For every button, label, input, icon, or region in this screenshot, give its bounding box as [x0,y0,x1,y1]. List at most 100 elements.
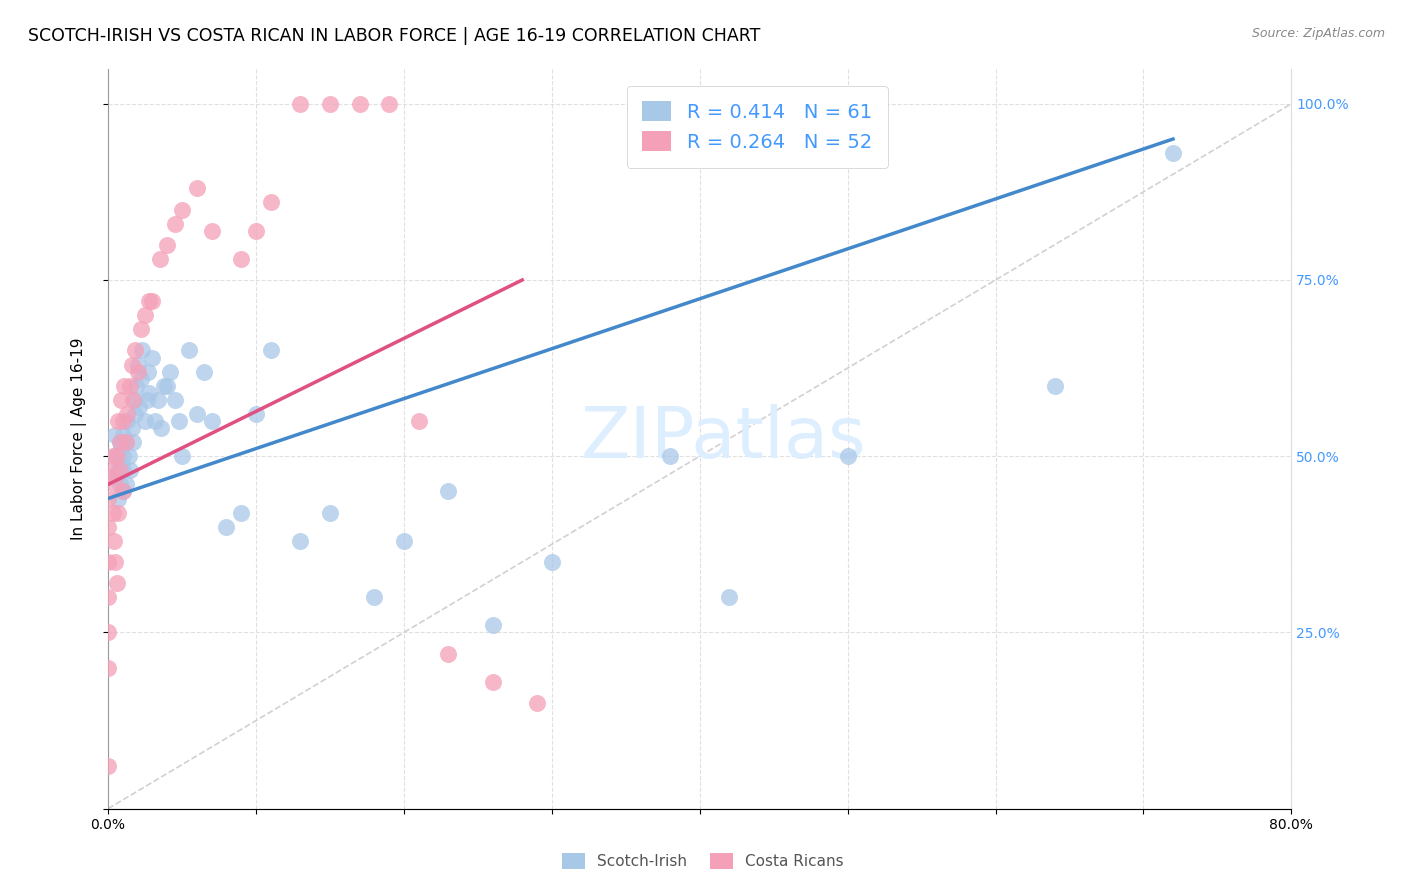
Costa Ricans [127,365,149,379]
Scotch-Irish [131,343,153,358]
Scotch-Irish [167,414,190,428]
Costa Ricans [245,224,267,238]
Scotch-Irish [153,378,176,392]
Scotch-Irish [159,365,181,379]
Costa Ricans [101,506,124,520]
Scotch-Irish [231,506,253,520]
Scotch-Irish [108,477,131,491]
Scotch-Irish [104,428,127,442]
Scotch-Irish [837,449,859,463]
Scotch-Irish [150,421,173,435]
Scotch-Irish [111,484,134,499]
Costa Ricans [104,555,127,569]
Scotch-Irish [125,378,148,392]
Costa Ricans [129,322,152,336]
Scotch-Irish [117,414,139,428]
Scotch-Irish [193,365,215,379]
Scotch-Irish [290,533,312,548]
Scotch-Irish [121,421,143,435]
Scotch-Irish [437,484,460,499]
Scotch-Irish [141,351,163,365]
Costa Ricans [97,555,120,569]
Scotch-Irish [124,407,146,421]
Costa Ricans [108,463,131,477]
Scotch-Irish [163,392,186,407]
Costa Ricans [97,591,120,605]
Scotch-Irish [127,358,149,372]
Scotch-Irish [118,449,141,463]
Costa Ricans [103,463,125,477]
Text: ZIPatlas: ZIPatlas [581,404,866,473]
Scotch-Irish [363,591,385,605]
Scotch-Irish [114,477,136,491]
Scotch-Irish [718,591,741,605]
Costa Ricans [97,519,120,533]
Text: Source: ZipAtlas.com: Source: ZipAtlas.com [1251,27,1385,40]
Scotch-Irish [201,414,224,428]
Scotch-Irish [128,400,150,414]
Text: SCOTCH-IRISH VS COSTA RICAN IN LABOR FORCE | AGE 16-19 CORRELATION CHART: SCOTCH-IRISH VS COSTA RICAN IN LABOR FOR… [28,27,761,45]
Costa Ricans [186,181,208,195]
Scotch-Irish [540,555,562,569]
Scotch-Irish [215,519,238,533]
Costa Ricans [481,674,503,689]
Legend: Scotch-Irish, Costa Ricans: Scotch-Irish, Costa Ricans [555,847,851,875]
Costa Ricans [408,414,430,428]
Scotch-Irish [134,414,156,428]
Costa Ricans [163,217,186,231]
Costa Ricans [134,308,156,322]
Scotch-Irish [136,365,159,379]
Costa Ricans [111,414,134,428]
Scotch-Irish [111,428,134,442]
Scotch-Irish [124,392,146,407]
Costa Ricans [117,407,139,421]
Costa Ricans [170,202,193,217]
Scotch-Irish [319,506,342,520]
Costa Ricans [156,237,179,252]
Scotch-Irish [111,449,134,463]
Costa Ricans [526,696,548,710]
Costa Ricans [104,477,127,491]
Costa Ricans [108,435,131,450]
Scotch-Irish [104,449,127,463]
Costa Ricans [97,625,120,640]
Scotch-Irish [245,407,267,421]
Costa Ricans [122,392,145,407]
Costa Ricans [290,96,312,111]
Scotch-Irish [170,449,193,463]
Costa Ricans [120,378,142,392]
Costa Ricans [105,576,128,591]
Scotch-Irish [260,343,283,358]
Scotch-Irish [108,435,131,450]
Costa Ricans [105,449,128,463]
Scotch-Irish [129,372,152,386]
Costa Ricans [97,661,120,675]
Costa Ricans [114,435,136,450]
Scotch-Irish [114,435,136,450]
Costa Ricans [101,449,124,463]
Costa Ricans [141,294,163,309]
Costa Ricans [97,491,120,506]
Scotch-Irish [135,392,157,407]
Scotch-Irish [110,442,132,457]
Costa Ricans [231,252,253,266]
Costa Ricans [107,506,129,520]
Scotch-Irish [392,533,415,548]
Costa Ricans [112,378,135,392]
Costa Ricans [319,96,342,111]
Costa Ricans [97,759,120,773]
Legend: R = 0.414   N = 61, R = 0.264   N = 52: R = 0.414 N = 61, R = 0.264 N = 52 [627,86,887,168]
Scotch-Irish [1161,146,1184,161]
Costa Ricans [138,294,160,309]
Costa Ricans [121,358,143,372]
Costa Ricans [111,484,134,499]
Costa Ricans [103,533,125,548]
Costa Ricans [107,414,129,428]
Scotch-Irish [138,385,160,400]
Costa Ricans [437,647,460,661]
Costa Ricans [201,224,224,238]
Costa Ricans [149,252,172,266]
Scotch-Irish [120,463,142,477]
Scotch-Irish [145,414,167,428]
Scotch-Irish [1043,378,1066,392]
